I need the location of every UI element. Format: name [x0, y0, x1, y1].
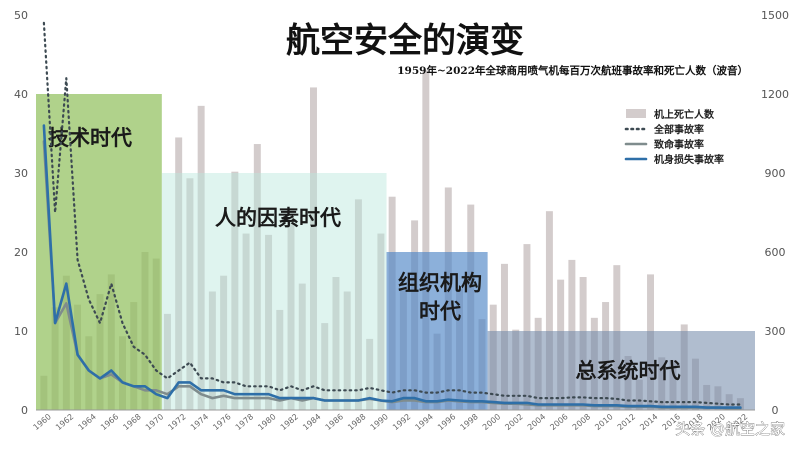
x-tick-label: 1988	[346, 412, 367, 432]
era-label-2: 人的因素时代	[215, 206, 341, 230]
x-tick-label: 1998	[458, 412, 479, 432]
x-tick-label: 1976	[211, 412, 232, 432]
x-tick-label: 1982	[279, 412, 300, 432]
watermark-block: 头条 @航空之家	[675, 420, 785, 439]
x-tick-label: 1990	[369, 412, 390, 432]
bar-deaths-1983	[298, 283, 306, 410]
y-right-tick-label: 900	[765, 167, 786, 180]
lines-layer	[42, 21, 742, 410]
x-tick-label: 2014	[638, 412, 659, 432]
bar-deaths-1987	[343, 291, 351, 410]
bar-deaths-1994	[422, 70, 430, 411]
x-tick-label: 1978	[234, 412, 255, 432]
bar-deaths-1988	[354, 199, 362, 410]
x-tick-label: 2010	[593, 412, 614, 432]
y-right-tick-label: 1500	[761, 9, 789, 22]
bar-deaths-1985	[321, 323, 329, 410]
x-tick-label: 2004	[526, 412, 547, 432]
y-right-tick-label: 1200	[761, 88, 789, 101]
series-line-1	[42, 21, 742, 406]
y-right-tick-label: 300	[765, 325, 786, 338]
legend-label-4: 机身损失事故率	[654, 153, 724, 166]
x-tick-label: 2006	[548, 412, 569, 432]
legend-label-2: 全部事故率	[653, 123, 704, 136]
series-line-3	[42, 124, 742, 409]
era-region-4	[487, 331, 755, 410]
bar-deaths-1984	[310, 87, 317, 411]
bar-deaths-1979	[253, 144, 261, 411]
x-tick-label: 1980	[256, 412, 277, 432]
legend-swatch-1	[626, 109, 646, 118]
chart-title: 航空安全的演变	[286, 21, 524, 61]
x-tick-label: 1966	[99, 412, 120, 432]
y-right-tick-label: 0	[772, 404, 779, 417]
bar-deaths-1982	[287, 220, 295, 410]
bar-deaths-2005	[545, 211, 553, 410]
x-tick-label: 2012	[616, 412, 637, 432]
y-left-tick-label: 30	[14, 167, 28, 180]
bar-deaths-1977	[231, 171, 239, 410]
x-tick-label: 1994	[414, 412, 435, 432]
bar-deaths-1976	[220, 275, 228, 410]
bar-deaths-1990	[377, 233, 385, 410]
x-tick-label: 1974	[189, 412, 210, 432]
era-region-2	[161, 173, 387, 410]
chart-subtitle: 1959年~2022年全球商用喷气机每百万次航班事故率和死亡人数（波音）	[397, 64, 748, 77]
x-tick-label: 1964	[77, 412, 98, 432]
era-region-3	[386, 252, 488, 410]
bar-deaths-1973	[186, 178, 194, 410]
bar-deaths-2003	[523, 244, 531, 410]
x-tick-label: 2000	[481, 412, 502, 432]
bar-deaths-1974	[197, 105, 205, 410]
x-tick-label: 1968	[121, 412, 142, 432]
x-tick-label: 1986	[324, 412, 345, 432]
bar-deaths-1971	[163, 313, 171, 410]
legend-label-1: 机上死亡人数	[654, 108, 715, 121]
bar-deaths-1972	[175, 137, 183, 410]
y-left-tick-label: 50	[14, 9, 28, 22]
era-region-1	[36, 94, 162, 410]
y-left-tick-label: 40	[14, 88, 28, 101]
x-tick-label: 1996	[436, 412, 457, 432]
era-label-3: 组织机构时代	[398, 271, 482, 323]
x-tick-label: 1992	[391, 412, 412, 432]
bar-deaths-1978	[242, 233, 250, 410]
bar-deaths-1980	[265, 234, 273, 410]
y-left-tick-label: 10	[14, 325, 28, 338]
x-tick-label: 1962	[54, 412, 75, 432]
x-tick-label: 2008	[571, 412, 592, 432]
bar-deaths-1981	[276, 309, 284, 410]
bar-deaths-1975	[208, 291, 216, 410]
y-right-tick-label: 600	[765, 246, 786, 259]
x-tick-label: 1970	[144, 412, 165, 432]
x-tick-label: 2002	[503, 412, 524, 432]
y-left-tick-label: 20	[14, 246, 28, 259]
bar-deaths-1986	[332, 277, 340, 410]
y-left-tick-label: 0	[21, 404, 28, 417]
bar-deaths-1989	[366, 338, 374, 410]
era-label-4: 总系统时代	[576, 359, 681, 383]
watermark-text: 头条 @航空之家	[675, 420, 785, 438]
x-tick-label: 1984	[301, 412, 322, 432]
legend-label-3: 致命事故率	[654, 138, 704, 151]
x-tick-label: 1972	[166, 412, 187, 432]
x-tick-label: 1960	[32, 412, 53, 432]
